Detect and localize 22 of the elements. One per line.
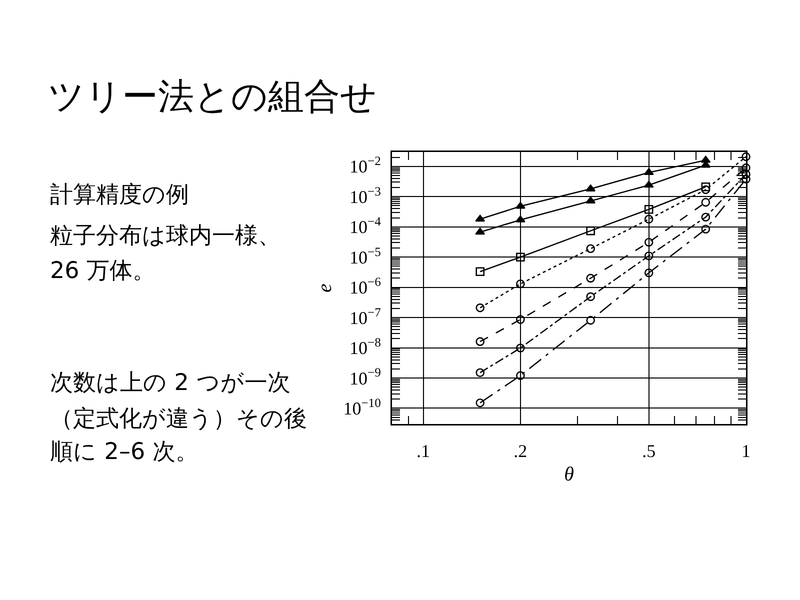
y-tick-label: 10$^{−6}$	[349, 275, 381, 298]
y-tick-label: 10$^{−3}$	[349, 184, 381, 207]
x-tick-label: .1	[416, 441, 430, 462]
x-axis-title: θ	[564, 463, 574, 486]
y-tick-label: 10$^{−4}$	[349, 214, 382, 238]
y-tick-label: 10$^{−5}$	[349, 244, 381, 268]
text: 順に 2–6 次。	[50, 439, 198, 465]
x-tick-label: .2	[514, 441, 528, 462]
text: 計算精度の例	[50, 182, 189, 208]
y-axis-title: e	[314, 283, 336, 292]
text: 26 万体。	[50, 258, 156, 284]
text: 次数は上の 2 つが一次	[50, 370, 290, 396]
text: 粒子分布は球内一様、	[50, 223, 281, 249]
x-tick-label: .5	[642, 441, 656, 462]
y-tick-label: 10$^{−2}$	[349, 154, 381, 177]
chart-title: ツリー法との組合せ	[48, 76, 377, 118]
y-tick-label: 10$^{−7}$	[349, 305, 381, 328]
y-tick-label: 10$^{−8}$	[349, 335, 381, 358]
x-tick-label: 1	[742, 441, 750, 462]
text: （定式化が違う）その後	[50, 406, 307, 432]
y-tick-label: 10$^{−9}$	[349, 366, 381, 388]
y-tick-label: 10$^{−10}$	[343, 396, 381, 418]
